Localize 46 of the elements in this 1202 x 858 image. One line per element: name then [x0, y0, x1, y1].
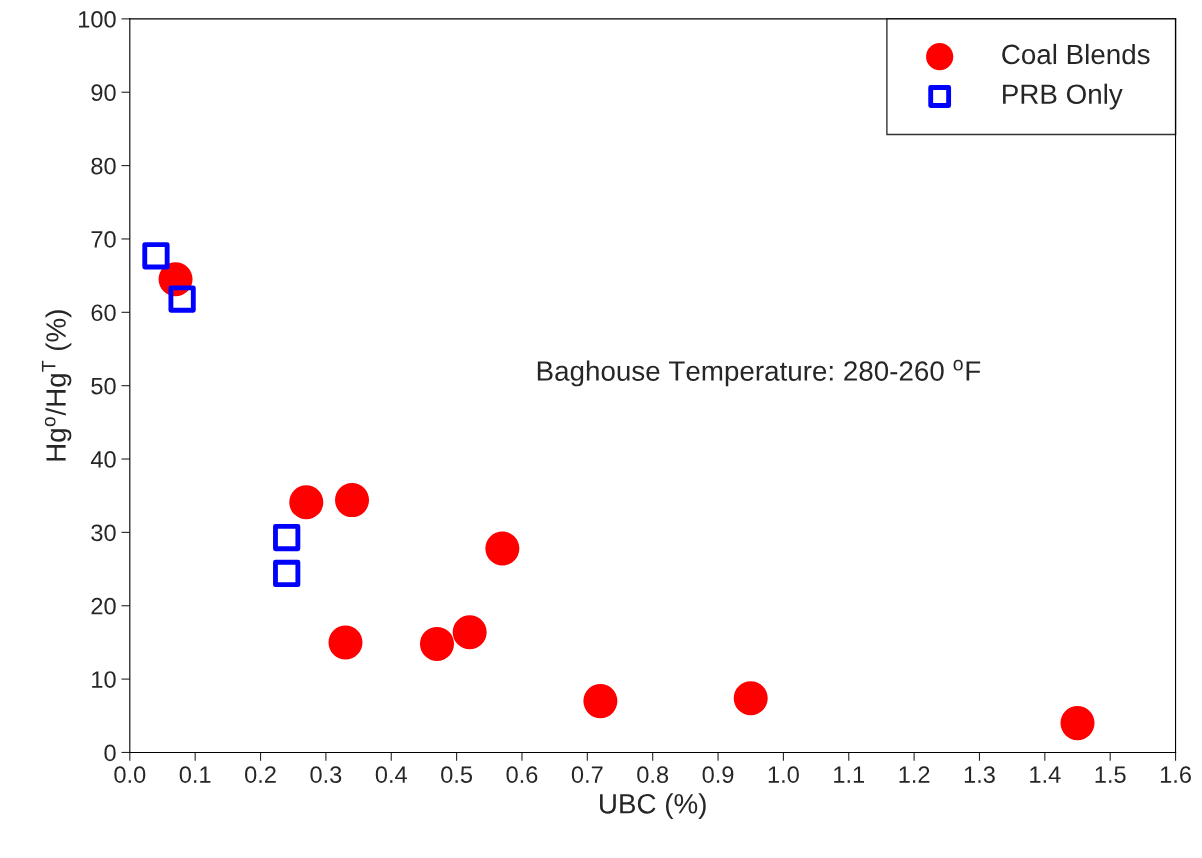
x-tick-label: 0.1 — [179, 766, 211, 783]
x-tick-label: 0.7 — [571, 766, 603, 783]
x-tick-label: 0.2 — [245, 766, 276, 783]
y-tick-label: 10 — [92, 671, 116, 688]
point — [328, 625, 363, 660]
y-tick-label: 70 — [91, 231, 116, 248]
x-axis-title: UBC (%) — [600, 793, 706, 820]
y-tick-label: 40 — [90, 451, 116, 468]
point — [273, 559, 301, 588]
point — [168, 285, 196, 313]
y-tick-label: 0 — [104, 744, 116, 762]
y-tick-label: 30 — [91, 524, 116, 542]
y-tick-label: 50 — [91, 377, 116, 395]
x-tick-label: 0.6 — [506, 766, 538, 783]
x-tick-label: 1.1 — [834, 766, 865, 783]
point — [1060, 706, 1095, 741]
point — [733, 681, 768, 716]
x-tick-label: 1.6 — [1160, 766, 1191, 783]
y-tick-label: 90 — [91, 84, 116, 102]
y-tick-label: 100 — [79, 10, 116, 28]
legend-label: PRB Only — [1003, 83, 1123, 110]
x-tick-label: 1.3 — [964, 766, 995, 783]
x-tick-label: 0.4 — [375, 766, 407, 783]
point — [273, 523, 301, 552]
x-tick-label: 0.9 — [702, 766, 734, 783]
y-tick-label: 20 — [91, 597, 116, 615]
point — [419, 626, 455, 661]
legend-label: Coal Blends — [1002, 43, 1150, 65]
y-tick-label: 80 — [91, 157, 116, 175]
x-tick-label: 0.0 — [114, 766, 146, 783]
x-tick-label: 0.3 — [310, 766, 342, 783]
x-tick-label: 0.8 — [637, 766, 669, 783]
y-tick-label: 60 — [91, 304, 116, 322]
y-axis-title: Hg$^{o}$/Hg$^{T}$ (%) — [41, 310, 72, 461]
point — [485, 531, 520, 566]
point — [583, 684, 618, 719]
x-tick-label: 0.5 — [441, 766, 473, 783]
annotation: Baghouse Temperature: 280-260 $^{o}$F — [537, 359, 981, 387]
x-tick-label: 1.0 — [768, 766, 799, 783]
x-tick-label: 1.5 — [1095, 766, 1126, 783]
point — [335, 483, 370, 518]
point — [142, 242, 170, 270]
point — [452, 615, 487, 650]
x-tick-label: 1.4 — [1030, 766, 1061, 783]
x-tick-label: 1.2 — [899, 766, 930, 783]
point — [289, 485, 324, 520]
